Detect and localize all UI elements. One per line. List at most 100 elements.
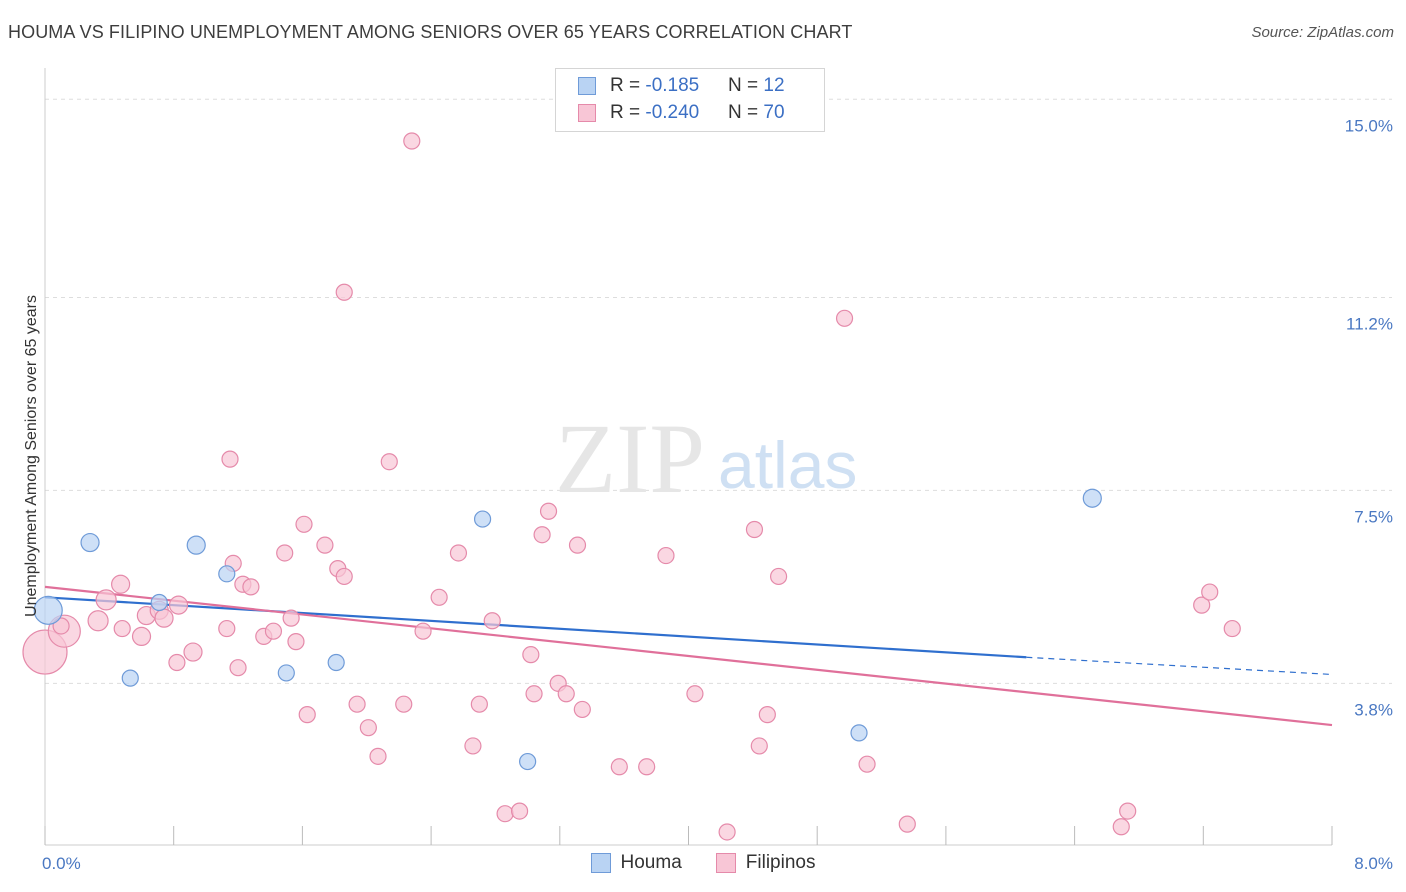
legend-label-filipinos: Filipinos [745, 852, 816, 873]
filipinos-point-17[interactable] [242, 578, 260, 596]
filipinos-point-61[interactable] [835, 309, 854, 327]
houma-point-4[interactable] [186, 535, 206, 555]
filipinos-point-58[interactable] [750, 737, 768, 755]
filipinos-point-60[interactable] [769, 567, 788, 586]
filipinos-point-11[interactable] [183, 642, 203, 662]
y-tick-label-3: 15.0% [1345, 116, 1393, 135]
filipinos-point-18[interactable] [229, 659, 247, 677]
filipinos-point-24[interactable] [295, 515, 313, 533]
filipinos-point-50[interactable] [568, 536, 587, 554]
filipinos-point-65[interactable] [1119, 802, 1137, 820]
filipinos-point-2[interactable] [87, 610, 109, 632]
watermark-zip: ZIP [555, 403, 705, 514]
legend-label-houma: Houma [620, 852, 682, 873]
filipinos-point-43[interactable] [510, 802, 529, 820]
legend-item-filipinos[interactable]: Filipinos [715, 852, 816, 874]
filipinos-point-64[interactable] [1112, 818, 1130, 836]
filipinos-point-37[interactable] [430, 588, 448, 606]
filipinos-swatch [578, 104, 596, 122]
filipinos-point-68[interactable] [1223, 619, 1241, 638]
filipinos-point-8[interactable] [111, 574, 131, 594]
filipinos-point-59[interactable] [758, 706, 776, 724]
filipinos-point-25[interactable] [316, 536, 334, 554]
grid-lines [45, 98, 1392, 684]
houma-point-7[interactable] [327, 653, 345, 672]
filipinos-point-62[interactable] [858, 755, 876, 773]
filipinos-point-14[interactable] [218, 619, 236, 638]
houma-point-8[interactable] [473, 510, 492, 528]
trend-line-filipinos [44, 585, 1333, 727]
filipinos-point-39[interactable] [464, 737, 482, 755]
filipinos-point-69[interactable] [52, 617, 70, 635]
filipinos-point-35[interactable] [403, 132, 421, 150]
filipinos-point-34[interactable] [395, 695, 413, 713]
filipinos-n: N = 70 [728, 102, 785, 123]
trend-line-houma-extension [1026, 656, 1333, 676]
filipinos-point-53[interactable] [638, 758, 656, 776]
filipinos-point-42[interactable] [496, 805, 514, 823]
stats-legend-houma: R = -0.185 N = 12 [578, 73, 785, 99]
stats-legend-filipinos: R = -0.240 N = 70 [578, 100, 785, 126]
chart-source: Source: ZipAtlas.com [1251, 24, 1394, 41]
houma-point-11[interactable] [850, 724, 868, 742]
filipinos-point-36[interactable] [414, 622, 432, 640]
filipinos-point-31[interactable] [359, 719, 377, 737]
filipinos-point-20[interactable] [264, 622, 283, 640]
x-ticks [44, 826, 1333, 845]
x-tick-label-max: 8.0% [1354, 854, 1393, 873]
filipinos-point-49[interactable] [557, 685, 575, 703]
houma-point-3[interactable] [150, 593, 168, 612]
filipinos-point-3[interactable] [95, 589, 117, 611]
filipinos-point-12[interactable] [168, 653, 186, 672]
filipinos-point-41[interactable] [483, 612, 501, 630]
filipinos-point-63[interactable] [898, 815, 916, 833]
y-axis-label: Unemployment Among Seniors over 65 years [23, 295, 40, 617]
filipinos-point-30[interactable] [348, 695, 366, 713]
filipinos-point-67[interactable] [1201, 583, 1219, 601]
filipinos-point-28[interactable] [298, 706, 316, 724]
legend-swatch-houma [590, 853, 611, 873]
filipinos-point-57[interactable] [745, 520, 764, 539]
filipinos-point-44[interactable] [522, 646, 540, 664]
houma-point-10[interactable] [1082, 488, 1102, 508]
filipinos-point-7[interactable] [168, 595, 189, 615]
houma-point-9[interactable] [519, 752, 537, 771]
houma-point-2[interactable] [121, 669, 139, 687]
filipinos-point-22[interactable] [282, 609, 300, 627]
filipinos-point-4[interactable] [113, 619, 131, 638]
filipinos-point-29[interactable] [335, 283, 353, 301]
houma-point-5[interactable] [218, 565, 236, 583]
filipinos-point-47[interactable] [539, 502, 558, 520]
filipinos-point-21[interactable] [276, 544, 294, 562]
filipinos-point-38[interactable] [449, 544, 468, 562]
filipinos-point-32[interactable] [369, 747, 387, 765]
filipinos-point-55[interactable] [686, 685, 704, 703]
filipinos-point-54[interactable] [657, 546, 675, 565]
filipinos-point-46[interactable] [533, 526, 551, 544]
filipinos-point-52[interactable] [610, 758, 628, 776]
filipinos-point-56[interactable] [718, 823, 736, 841]
series-legend: Houma Filipinos [0, 852, 1406, 874]
filipinos-point-33[interactable] [380, 453, 398, 471]
filipinos-point-10[interactable] [154, 608, 174, 628]
filipinos-r: R = -0.240 [610, 102, 700, 123]
y-tick-label-1: 7.5% [1354, 507, 1393, 526]
legend-swatch-filipinos [715, 853, 736, 873]
houma-point-6[interactable] [277, 664, 295, 682]
houma-r: R = -0.185 [610, 75, 700, 96]
filipinos-point-66[interactable] [1193, 596, 1211, 614]
filipinos-point-51[interactable] [573, 700, 591, 719]
filipinos-point-27[interactable] [335, 567, 353, 586]
filipinos-point-13[interactable] [221, 450, 239, 468]
legend-item-houma[interactable]: Houma [590, 852, 682, 874]
filipinos-point-40[interactable] [470, 695, 488, 713]
trend-line-houma [44, 596, 1027, 659]
filipinos-point-9[interactable] [131, 626, 152, 647]
filipinos-point-45[interactable] [525, 685, 543, 703]
y-tick-label-2: 11.2% [1346, 314, 1393, 333]
filipinos-point-23[interactable] [287, 633, 305, 651]
houma-n: N = 12 [728, 75, 785, 96]
houma-point-0[interactable] [33, 595, 63, 625]
houma-point-1[interactable] [80, 532, 100, 553]
